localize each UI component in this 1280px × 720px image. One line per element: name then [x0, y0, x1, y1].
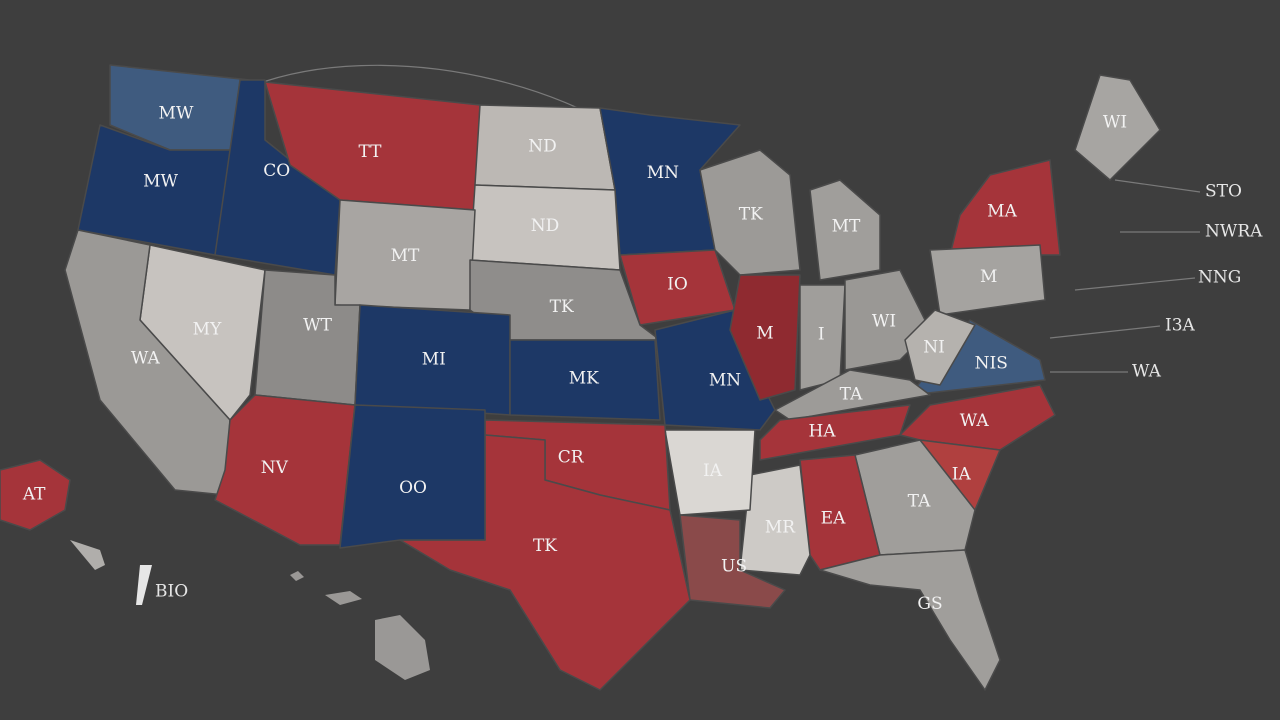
- state-label: MN: [709, 370, 741, 390]
- state: [509, 339, 661, 421]
- callout-label: I3A: [1165, 316, 1196, 336]
- state: [664, 429, 756, 516]
- state-label: HA: [808, 422, 836, 442]
- state-label: OO: [399, 478, 427, 498]
- state-label: WI: [1103, 113, 1127, 133]
- state-label: TA: [840, 385, 863, 405]
- marker-icon: [136, 565, 152, 605]
- state-label: TT: [359, 142, 383, 162]
- state: [0, 459, 71, 531]
- state-label: WT: [303, 315, 332, 335]
- state-label: GS: [917, 594, 942, 614]
- leader-line: [1074, 277, 1196, 291]
- state-label: MK: [569, 368, 599, 388]
- state-label: WA: [131, 348, 161, 368]
- state-label: NI: [923, 338, 945, 358]
- callout-label: BIO: [155, 582, 188, 602]
- state: [904, 309, 976, 386]
- state-label: MR: [765, 518, 796, 538]
- state-label: NIS: [975, 353, 1008, 373]
- state: [819, 549, 1001, 691]
- state: [759, 404, 911, 461]
- callout-label: STO: [1205, 182, 1242, 202]
- state-label: TK: [550, 297, 574, 317]
- state-label: ND: [528, 137, 557, 157]
- state-label: MT: [832, 217, 861, 237]
- state-label: TA: [908, 492, 931, 512]
- state-label: MW: [159, 104, 194, 124]
- state-label: M: [980, 267, 997, 287]
- state-label: TK: [739, 205, 763, 225]
- state-label: CO: [263, 161, 290, 181]
- state-label: MT: [391, 246, 420, 266]
- state-label: MY: [193, 320, 222, 340]
- alaska-island: [70, 540, 105, 570]
- state: [729, 274, 801, 401]
- state-label: IO: [667, 275, 688, 295]
- state: [809, 179, 881, 281]
- hawaii: [290, 571, 430, 680]
- state-label: MA: [987, 202, 1017, 222]
- leader-line: [1049, 325, 1161, 339]
- state-label: WI: [872, 312, 896, 332]
- state-label: MW: [143, 172, 178, 192]
- state-label: NV: [261, 458, 289, 478]
- state-label: M: [756, 324, 773, 344]
- state-label: IA: [703, 461, 723, 481]
- state-label: TK: [533, 536, 557, 556]
- state-label: WA: [960, 411, 990, 431]
- state-label: MN: [647, 163, 679, 183]
- state: [929, 244, 1046, 316]
- state: [739, 464, 811, 576]
- callout-label: NNG: [1198, 268, 1241, 288]
- state: [1074, 74, 1161, 181]
- state-label: I: [818, 325, 825, 345]
- state-label: ND: [531, 216, 560, 236]
- callout-label: NWRA: [1205, 222, 1263, 242]
- state-label: AT: [22, 485, 46, 505]
- state-label: CR: [558, 447, 585, 467]
- state-label: US: [721, 557, 747, 577]
- leader-line: [1114, 179, 1201, 193]
- callout-label: WA: [1132, 362, 1162, 382]
- state: [774, 369, 931, 421]
- state-label: EA: [821, 509, 846, 529]
- state: [339, 404, 486, 549]
- regions: [0, 64, 1161, 691]
- state-label: IA: [952, 465, 972, 485]
- state-label: MI: [422, 350, 446, 370]
